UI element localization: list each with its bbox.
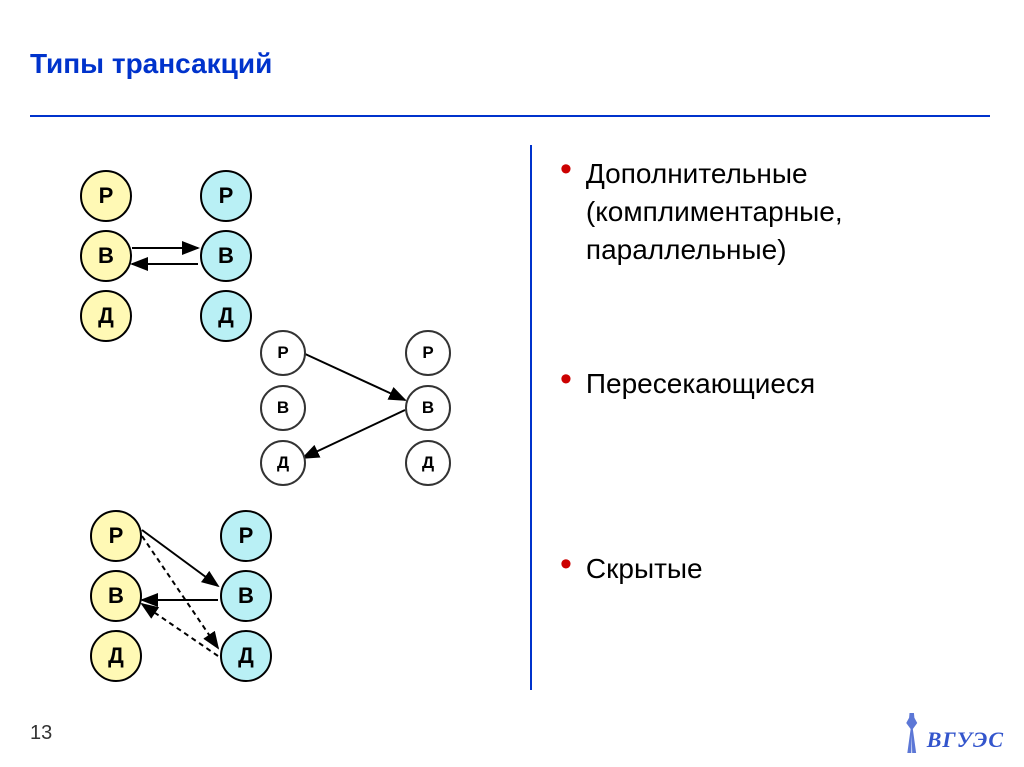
d1-right-p-node: Р [200,170,252,222]
d3-arrow-2 [142,536,218,648]
d2-left-p-node: Р [260,330,306,376]
bullet-text: Скрытые [586,550,703,588]
d3-left-p-node: Р [90,510,142,562]
d3-arrow-3 [142,604,218,656]
d1-right-v-node: В [200,230,252,282]
bullet-dot-icon: • [560,550,572,578]
d2-left-d-node: Д [260,440,306,486]
d2-arrow-0 [303,353,405,400]
logo-text: ВГУЭС [927,727,1004,753]
logo-figure-icon [901,713,923,753]
d2-left-v-node: В [260,385,306,431]
d3-right-v-node: В [220,570,272,622]
d3-right-p-node: Р [220,510,272,562]
title-underline [30,115,990,117]
d1-left-v-node: В [80,230,132,282]
logo: ВГУЭС [901,713,1004,753]
d2-right-d-node: Д [405,440,451,486]
bullet-dot-icon: • [560,155,572,183]
d1-right-d-node: Д [200,290,252,342]
bullet-item: • Пересекающиеся [560,365,815,403]
bullet-item: • Дополнительные (комплиментарные, паралл… [560,155,990,268]
bullet-text: Дополнительные (комплиментарные, паралле… [586,155,990,268]
diagram-area: РВДРВДРВДРВДРВДРВД [0,130,530,690]
d1-left-d-node: Д [80,290,132,342]
d2-right-p-node: Р [405,330,451,376]
vertical-divider [530,145,532,690]
d3-left-d-node: Д [90,630,142,682]
slide-title: Типы трансакций [30,48,272,80]
page-number: 13 [30,722,52,745]
bullet-dot-icon: • [560,365,572,393]
d3-arrow-0 [142,530,218,586]
d3-right-d-node: Д [220,630,272,682]
d3-left-v-node: В [90,570,142,622]
bullet-text: Пересекающиеся [586,365,815,403]
d2-right-v-node: В [405,385,451,431]
d1-left-p-node: Р [80,170,132,222]
d2-arrow-1 [303,410,405,458]
bullet-item: • Скрытые [560,550,703,588]
